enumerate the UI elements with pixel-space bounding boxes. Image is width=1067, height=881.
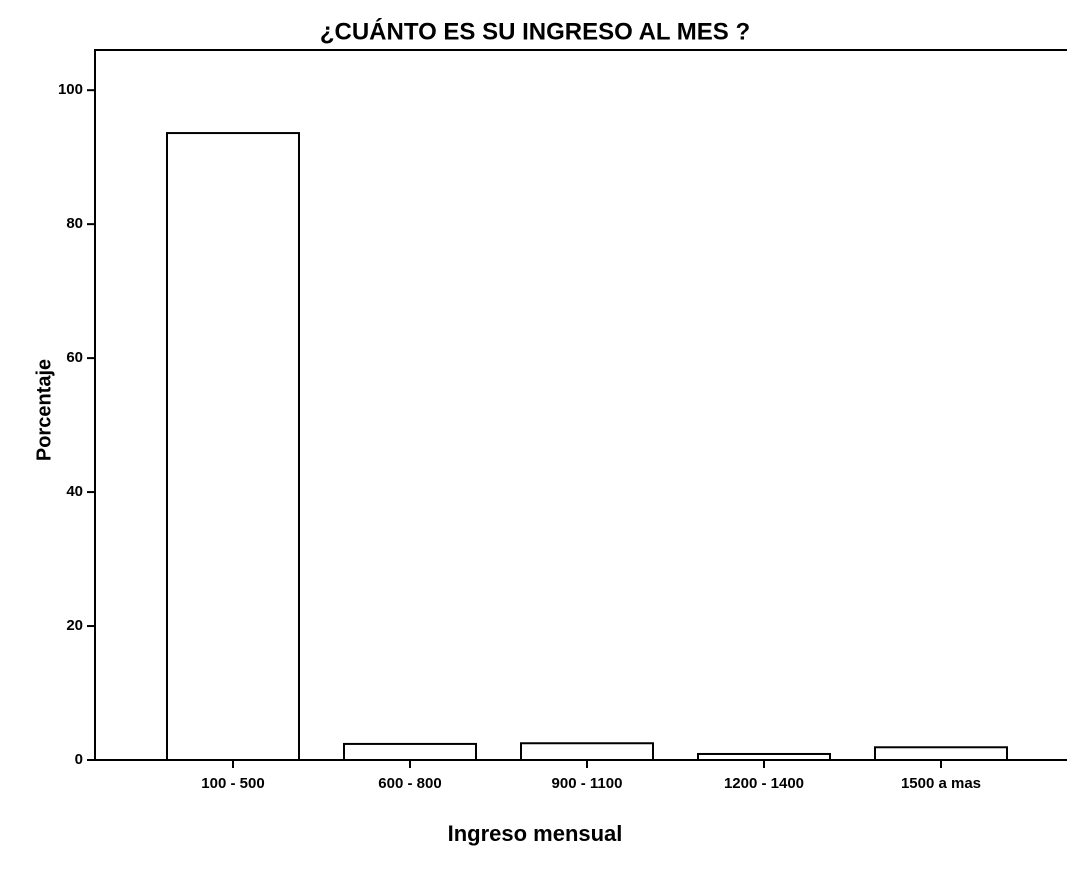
y-tick-label: 20: [66, 617, 83, 634]
bar: [166, 132, 300, 762]
chart-title: ¿CUÁNTO ES SU INGRESO AL MES ?: [320, 17, 750, 45]
bar: [520, 742, 654, 761]
x-tick-label: 1500 a mas: [901, 775, 981, 792]
y-tick-label: 60: [66, 349, 83, 366]
bar: [874, 746, 1008, 761]
y-tick-label: 100: [58, 81, 83, 98]
y-tick-label: 80: [66, 215, 83, 232]
bar: [697, 752, 831, 761]
bar: [343, 742, 477, 761]
x-tick-label: 100 - 500: [201, 775, 264, 792]
x-tick-label: 900 - 1100: [552, 775, 623, 792]
x-tick-label: 600 - 800: [378, 775, 441, 792]
y-tick-label: 0: [75, 751, 83, 768]
y-axis-label: Porcentaje: [33, 359, 55, 461]
x-axis-label: Ingreso mensual: [448, 821, 623, 846]
x-tick-label: 1200 - 1400: [724, 775, 804, 792]
y-tick-label: 40: [66, 483, 83, 500]
